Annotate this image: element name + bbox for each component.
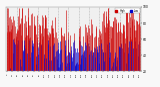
Legend: High, Low: High, Low — [115, 8, 140, 13]
